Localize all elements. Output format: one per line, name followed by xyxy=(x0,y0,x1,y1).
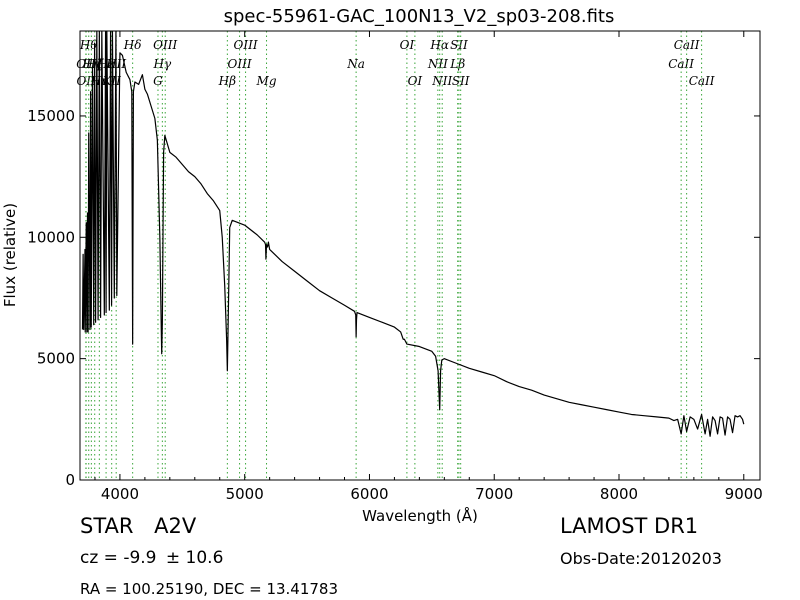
y-tick-label-1: 5000 xyxy=(37,350,75,368)
x-tick-label-4: 8000 xyxy=(600,485,638,503)
line-label-14: OIII xyxy=(228,57,252,71)
chart-title: spec-55961-GAC_100N13_V2_sp03-208.fits xyxy=(224,6,615,27)
line-label-24: SII xyxy=(450,38,468,52)
line-label-28: CaII xyxy=(689,74,715,88)
line-label-18: OI xyxy=(400,38,415,52)
line-label-9: Hδ xyxy=(123,38,142,52)
y-axis-label: Flux (relative) xyxy=(1,203,19,307)
coordinates: RA = 100.25190, DEC = 13.41783 xyxy=(80,580,339,598)
x-tick-label-0: 4000 xyxy=(101,485,139,503)
line-label-27: CaII xyxy=(674,38,700,52)
line-label-23: Lβ xyxy=(449,57,465,71)
line-label-11: G xyxy=(153,74,163,88)
line-label-13: Hβ xyxy=(218,74,236,88)
x-axis-label: Wavelength (Å) xyxy=(362,506,478,525)
line-label-10: Hγ xyxy=(153,57,172,71)
plot-frame xyxy=(79,30,761,481)
class-label: STAR xyxy=(80,514,134,538)
obs-date: Obs-Date:20120203 xyxy=(560,549,722,568)
axis-ticks: 4000 5000 6000 7000 8000 9000 0 5000 10000 15000 xyxy=(27,31,763,503)
line-label-26: CaII xyxy=(668,57,694,71)
x-tick-label-5: 9000 xyxy=(725,485,763,503)
y-tick-label-3: 15000 xyxy=(27,107,75,125)
y-tick-label-0: 0 xyxy=(65,471,75,489)
spectral-lines: OIIOIIHθHηHζHηHεKIIHIIHδHγGOIIIHβOIIIOII… xyxy=(76,31,715,480)
series-line-0 xyxy=(81,31,745,437)
series-layer xyxy=(81,31,745,437)
survey-label: LAMOST DR1 xyxy=(560,514,699,538)
y-tick-label-2: 10000 xyxy=(27,228,75,246)
redshift: cz = -9.9 ± 10.6 xyxy=(80,548,223,568)
cz-label: cz = -9.9 xyxy=(80,548,157,568)
x-tick-label-3: 7000 xyxy=(475,485,513,503)
line-label-16: Mg xyxy=(256,74,277,88)
line-label-22: NII xyxy=(431,74,452,88)
line-label-12: OIII xyxy=(153,38,177,52)
line-label-19: OI xyxy=(408,74,423,88)
line-label-17: Na xyxy=(346,57,365,71)
x-tick-label-1: 5000 xyxy=(226,485,264,503)
line-label-25: SII xyxy=(452,74,470,88)
line-label-21: Hα xyxy=(429,38,449,52)
x-tick-label-2: 6000 xyxy=(350,485,388,503)
line-label-15: OIII xyxy=(234,38,258,52)
subclass-label: A2V xyxy=(154,514,197,538)
classification: STAR A2V xyxy=(80,514,196,538)
line-label-2: Hθ xyxy=(79,38,98,52)
cz-error: ± 10.6 xyxy=(165,548,224,568)
line-label-20: NII xyxy=(427,57,448,71)
